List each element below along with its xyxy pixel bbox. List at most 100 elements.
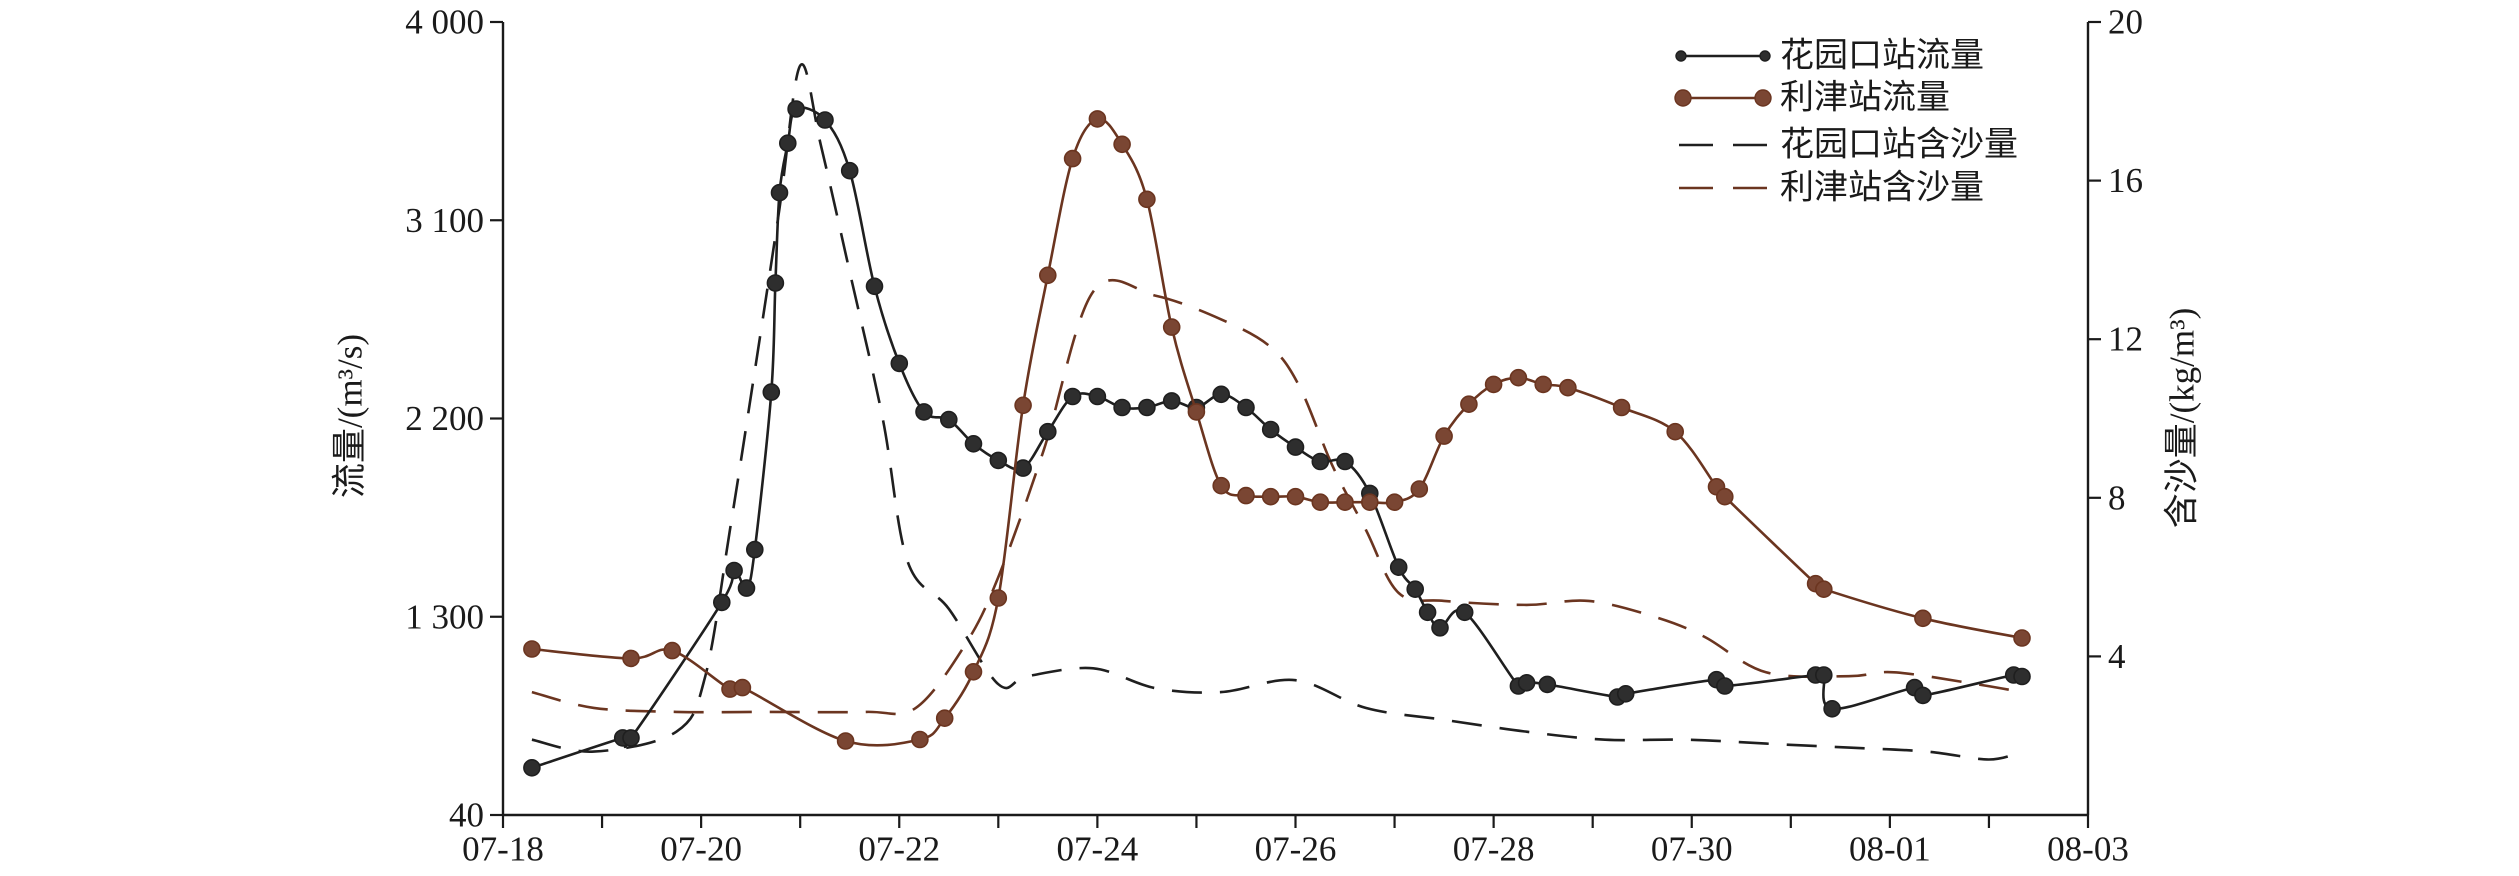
left-y-tick-label: 2 200 bbox=[405, 399, 484, 438]
legend-swatch-marker bbox=[1675, 50, 1687, 62]
legend-item: 利津站流量 bbox=[1674, 79, 1950, 117]
flow-data-point bbox=[1538, 675, 1557, 694]
right-y-tick-label: 4 bbox=[2108, 637, 2126, 676]
x-tick-label: 07-24 bbox=[1057, 830, 1139, 869]
flow-data-point bbox=[1385, 493, 1404, 512]
flow-data-point bbox=[1716, 487, 1734, 506]
flow-data-point bbox=[523, 758, 541, 777]
legend-item: 花园口站流量 bbox=[1675, 37, 1984, 75]
flow-data-point bbox=[1113, 135, 1131, 154]
legend-swatch-marker bbox=[1674, 89, 1692, 107]
sediment-series-3 bbox=[531, 278, 2023, 716]
x-tick-label: 07-20 bbox=[660, 830, 742, 869]
left-y-axis-title: 流量/(m³/s) bbox=[331, 334, 370, 498]
x-tick-label: 07-30 bbox=[1651, 830, 1733, 869]
flow-data-point bbox=[1914, 609, 1932, 628]
legend: 花园口站流量 利津站流量 花园口站含沙量 利津站含沙量 bbox=[1674, 37, 2018, 207]
flow-data-point bbox=[865, 277, 884, 296]
flow-data-point bbox=[1237, 398, 1255, 417]
flow-data-point bbox=[1418, 603, 1437, 622]
right-y-tick-label: 20 bbox=[2108, 3, 2143, 42]
axes: 07-18 07-20 07-22 07-24 07-26 07-28 07-30 08-01… bbox=[405, 3, 2143, 869]
flow-data-point bbox=[890, 354, 909, 373]
flow-data-point bbox=[840, 161, 859, 180]
legend-label: 利津站流量 bbox=[1780, 79, 1950, 117]
flow-data-point bbox=[766, 274, 785, 292]
legend-swatch-marker bbox=[1754, 89, 1772, 107]
right-y-axis-title: 含沙量/(kg/m³) bbox=[2163, 308, 2202, 528]
flow-data-point bbox=[911, 730, 929, 749]
flow-data-point bbox=[1088, 387, 1107, 406]
flow-data-point bbox=[1138, 190, 1156, 209]
flow-data-point bbox=[778, 134, 797, 152]
flow-data-point bbox=[1212, 476, 1230, 495]
flow-line bbox=[531, 106, 2025, 770]
flow-data-point bbox=[964, 662, 983, 681]
x-tick-label: 07-28 bbox=[1453, 830, 1535, 869]
flow-data-point bbox=[1406, 580, 1424, 599]
flow-data-point bbox=[622, 729, 640, 747]
flow-data-point bbox=[1039, 266, 1057, 285]
flow-data-point bbox=[1509, 368, 1528, 387]
left-y-tick-label: 1 300 bbox=[405, 597, 484, 636]
flow-data-point bbox=[1113, 398, 1131, 417]
flow-data-point bbox=[1517, 673, 1536, 692]
flow-data-point bbox=[1014, 459, 1032, 477]
flow-data-point bbox=[1616, 684, 1635, 703]
flow-data-point bbox=[1534, 375, 1552, 394]
flow-data-point bbox=[733, 678, 752, 697]
flow-data-point bbox=[1063, 387, 1082, 406]
flow-data-point bbox=[1410, 480, 1429, 498]
flow-data-point bbox=[622, 649, 640, 668]
flow-data-point bbox=[523, 640, 541, 658]
flow-data-point bbox=[1914, 686, 1932, 705]
legend-item: 花园口站含沙量 bbox=[1679, 126, 2018, 164]
flow-data-point bbox=[1559, 378, 1577, 397]
sediment-line bbox=[531, 62, 2023, 761]
x-tick-label: 07-26 bbox=[1255, 830, 1337, 869]
flow-data-point bbox=[1460, 395, 1478, 414]
flow-data-point bbox=[2013, 629, 2031, 647]
flow-data-point bbox=[1455, 603, 1474, 622]
flow-data-point bbox=[787, 100, 805, 118]
right-y-tick-label: 8 bbox=[2108, 478, 2126, 517]
left-y-tick-label: 40 bbox=[449, 796, 484, 835]
flow-data-point bbox=[915, 403, 933, 421]
flow-data-point bbox=[1336, 452, 1354, 471]
flow-data-point bbox=[989, 589, 1008, 607]
flow-data-point bbox=[1389, 558, 1408, 577]
flow-data-point bbox=[939, 410, 958, 429]
legend-label: 花园口站含沙量 bbox=[1780, 126, 2018, 164]
flow-data-point bbox=[1311, 452, 1330, 471]
flow-data-point bbox=[836, 732, 855, 750]
flow-data-point bbox=[1014, 396, 1032, 415]
flow-data-point bbox=[1484, 375, 1503, 394]
x-tick-label: 07-22 bbox=[858, 830, 940, 869]
flow-data-point bbox=[1162, 392, 1181, 410]
sediment-line bbox=[531, 278, 2023, 716]
flow-data-point bbox=[2013, 667, 2031, 686]
sediment-series-2 bbox=[531, 62, 2023, 761]
flow-data-point bbox=[712, 593, 731, 612]
flow-data-point bbox=[663, 641, 682, 660]
flow-data-point bbox=[989, 451, 1008, 470]
legend-swatch-marker bbox=[1759, 50, 1771, 62]
left-y-tick-label: 3 100 bbox=[405, 201, 484, 240]
flow-data-point bbox=[1431, 618, 1449, 637]
flow-data-point bbox=[1361, 493, 1379, 512]
flow-data-point bbox=[1063, 149, 1082, 168]
flow-data-point bbox=[1815, 580, 1833, 599]
flow-data-point bbox=[1716, 677, 1734, 695]
flow-data-point bbox=[1612, 398, 1631, 417]
flow-data-point bbox=[1261, 487, 1280, 506]
flow-data-point bbox=[1435, 427, 1453, 445]
flow-data-point bbox=[964, 434, 983, 453]
left-y-tick-label: 4 000 bbox=[405, 3, 484, 42]
flow-data-point bbox=[1187, 403, 1206, 421]
flow-data-point bbox=[1212, 385, 1230, 404]
flow-data-point bbox=[1237, 486, 1255, 505]
x-tick-label: 08-03 bbox=[2047, 830, 2129, 869]
flow-data-point bbox=[1088, 110, 1107, 128]
flow-data-point bbox=[1286, 438, 1305, 456]
